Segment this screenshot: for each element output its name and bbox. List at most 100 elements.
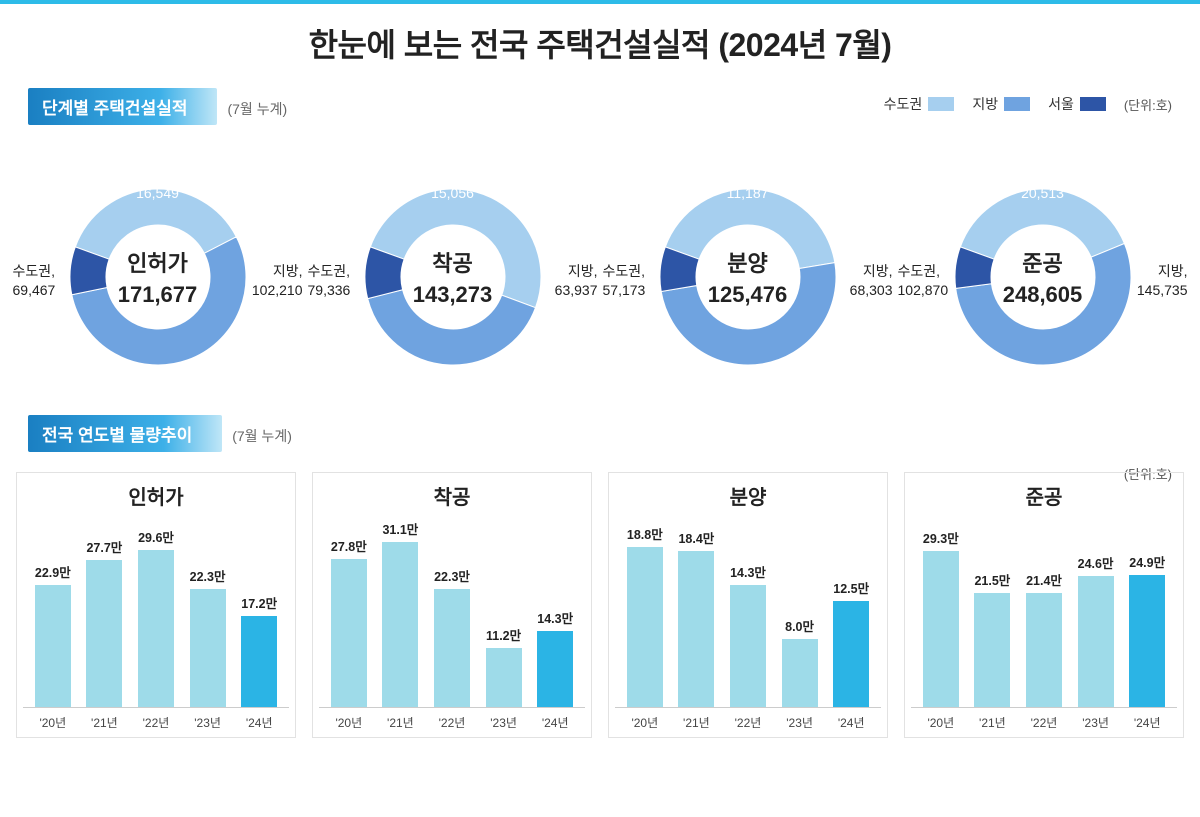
donut-center: 준공 248,605	[1003, 246, 1083, 308]
bar-value-label: 8.0만	[785, 616, 814, 635]
bar-xtick: '22년	[431, 714, 473, 731]
bar-plot: 22.9만 27.7만 29.6만 22.3만 17.2만	[23, 518, 289, 708]
bar-xtick: '24년	[830, 714, 872, 731]
bar-value-label: 11.2만	[486, 625, 521, 644]
bar-xtick: '22년	[135, 714, 177, 731]
donut-title: 준공	[1003, 246, 1083, 278]
donut-center: 착공 143,273	[413, 246, 493, 308]
bar-xtick: '21년	[379, 714, 421, 731]
bar-xtick: '24년	[1126, 714, 1168, 731]
bar-xaxis: '20년 '21년 '22년 '23년 '24년	[911, 708, 1177, 731]
bar-value-label: 14.3만	[730, 562, 766, 581]
donut-center: 인허가171,677	[118, 246, 198, 308]
donut-total: 125,476	[708, 282, 788, 308]
bar-col: 31.1만	[379, 519, 421, 707]
bar-value-label: 17.2만	[241, 593, 277, 612]
bar-col: 11.2만	[483, 625, 525, 708]
legend-swatch	[928, 97, 954, 111]
bar-col: 14.3만	[534, 608, 576, 707]
bar-xtick: '23년	[1075, 714, 1117, 731]
bar-col: 29.3만	[920, 528, 962, 707]
bar-col: 24.6만	[1075, 553, 1117, 707]
donut-seg-label: 수도권,102,870	[898, 262, 949, 300]
bar-value-label: 22.9만	[35, 562, 71, 581]
bar-col: 21.4만	[1023, 570, 1065, 707]
section2-sub: (7월 누계)	[232, 426, 292, 446]
bar-value-label: 31.1만	[382, 519, 418, 538]
donut-seg-label: 서울,16,549	[136, 165, 179, 203]
bar-rect	[782, 639, 818, 707]
bar-rect	[382, 542, 418, 707]
bar-value-label: 14.3만	[537, 608, 573, 627]
legend-item: 서울	[1048, 94, 1106, 114]
bar-col: 18.8만	[624, 524, 666, 707]
bar-xtick: '20년	[920, 714, 962, 731]
bar-chart-title: 분양	[615, 481, 881, 510]
bar-chart-title: 인허가	[23, 481, 289, 510]
bar-value-label: 27.7만	[86, 537, 122, 556]
bar-xtick: '21년	[675, 714, 717, 731]
bar-xaxis: '20년'21년'22년'23년'24년	[23, 708, 289, 731]
bar-xtick: '23년	[483, 714, 525, 731]
legend-item: 수도권	[884, 94, 955, 114]
legend-unit: (단위:호)	[1124, 95, 1172, 114]
donut-seg-label: 서울,15,056	[431, 165, 474, 203]
donut-seg-label: 수도권,57,173	[603, 262, 646, 300]
bar-value-label: 29.6만	[138, 527, 174, 546]
bar-col: 27.7만	[83, 537, 125, 707]
donut-seg-label: 서울,20,513	[1021, 165, 1064, 203]
donut-seg-label: 지방,145,735	[1137, 262, 1188, 300]
donut-seg-label: 지방,102,210	[252, 262, 303, 300]
bar-col: 24.9만	[1126, 552, 1168, 707]
bar-rect	[241, 616, 277, 707]
legend-label: 서울	[1048, 94, 1074, 114]
bar-xtick: '24년	[534, 714, 576, 731]
donut-total: 248,605	[1003, 282, 1083, 308]
bar-rect	[1129, 575, 1165, 707]
donut-chart: 준공 248,605 수도권,102,870 지방,145,735 서울,20,513	[898, 147, 1188, 407]
donuts-row: 인허가171,677수도권,69,467지방,102,210서울,16,549착…	[0, 147, 1200, 407]
bar-xtick: '23년	[187, 714, 229, 731]
bar-chart-title: 착공	[319, 481, 585, 510]
section1-sub: (7월 누계)	[227, 99, 287, 119]
bar-col: 8.0만	[779, 616, 821, 707]
donut-total: 143,273	[413, 282, 493, 308]
bar-value-label: 21.4만	[1026, 570, 1062, 589]
bar-rect	[833, 601, 869, 707]
bar-rect	[190, 589, 226, 707]
bar-value-label: 22.3만	[434, 566, 470, 585]
bar-xaxis: '20년'21년'22년'23년'24년	[615, 708, 881, 731]
bar-rect	[138, 550, 174, 707]
bar-value-label: 18.4만	[678, 528, 714, 547]
donut-chart: 분양125,476수도권,57,173지방,68,303서울,11,187	[603, 147, 893, 407]
bar-xtick: '23년	[779, 714, 821, 731]
donut-title: 인허가	[118, 246, 198, 278]
bar-xtick: '21년	[83, 714, 125, 731]
bar-rect	[1026, 593, 1062, 707]
bar-rect	[678, 551, 714, 707]
bar-xtick: '20년	[624, 714, 666, 731]
bar-col: 22.3만	[187, 566, 229, 707]
bar-xaxis: '20년 '21년 '22년 '23년 '24년	[319, 708, 585, 731]
section2-header: 전국 연도별 물량추이 (7월 누계)	[28, 415, 1200, 452]
section2-tab: 전국 연도별 물량추이	[28, 415, 222, 452]
bar-xtick: '22년	[1023, 714, 1065, 731]
bar-rect	[86, 560, 122, 707]
bar-xtick: '21년	[971, 714, 1013, 731]
page-title: 한눈에 보는 전국 주택건설실적 (2024년 7월)	[0, 20, 1200, 66]
bar-col: 12.5만	[830, 578, 872, 707]
bar-rect	[923, 551, 959, 707]
donut-legend: 수도권 지방 서울 (단위:호)	[884, 94, 1172, 114]
donut-title: 착공	[413, 246, 493, 278]
bar-rect	[434, 589, 470, 707]
bar-value-label: 24.9만	[1129, 552, 1165, 571]
bar-rect	[1078, 576, 1114, 707]
bar-rect	[537, 631, 573, 707]
bar-value-label: 21.5만	[974, 570, 1010, 589]
bar-rect	[486, 648, 522, 708]
bar-chart: 착공27.8만31.1만22.3만11.2만14.3만'20년'21년'22년'…	[312, 472, 592, 738]
donut-seg-label: 수도권,79,336	[308, 262, 351, 300]
donut-chart: 착공143,273수도권,79,336지방,63,937서울,15,056	[308, 147, 598, 407]
bar-xtick: '20년	[328, 714, 370, 731]
bar-value-label: 22.3만	[190, 566, 226, 585]
